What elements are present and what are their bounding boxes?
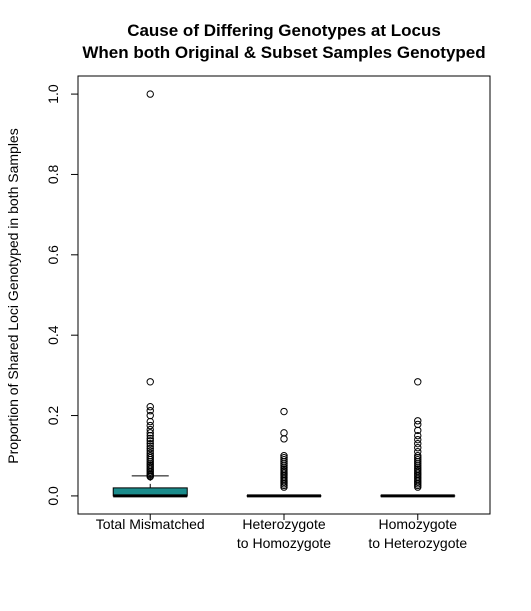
outlier-point	[146, 403, 154, 411]
outlier-point	[146, 444, 154, 453]
outlier-point	[146, 442, 154, 450]
box-group	[246, 407, 322, 498]
outlier-point	[146, 407, 154, 415]
outlier-point	[146, 439, 154, 448]
outlier-point	[146, 90, 154, 98]
y-tick-label: 0.4	[45, 325, 61, 345]
outlier-point	[414, 417, 422, 425]
y-axis: 0.0 0.2 0.4 0.6 0.8 1.0	[45, 84, 78, 506]
y-tick-label: 0.2	[45, 406, 61, 426]
x-tick-label: Homozygote	[378, 516, 457, 532]
y-tick-label: 0.8	[45, 165, 61, 185]
outlier-point	[414, 435, 422, 444]
chart-title-line-2: When both Original & Subset Samples Geno…	[82, 43, 485, 62]
outlier-point	[146, 378, 154, 386]
x-tick-label: Heterozygote	[242, 516, 325, 532]
y-tick-label: 0.0	[45, 486, 61, 506]
box-group	[380, 378, 456, 498]
outlier-point	[414, 378, 422, 386]
outlier-point	[280, 435, 288, 443]
outlier-point	[146, 429, 154, 437]
outlier-point	[414, 460, 422, 468]
outlier-point	[146, 434, 154, 443]
outlier-point	[414, 439, 422, 448]
outlier-point	[414, 431, 422, 440]
outlier-point	[146, 456, 154, 464]
x-axis-labels: Total Mismatched Heterozygote to Homozygot…	[96, 514, 467, 551]
outlier-point	[146, 431, 154, 440]
outlier-point	[146, 417, 154, 426]
outlier-point	[280, 483, 288, 491]
outlier-point	[280, 460, 288, 468]
outlier-point	[414, 483, 422, 491]
outlier-point	[414, 426, 422, 435]
y-tick-label: 0.6	[45, 245, 61, 265]
box-group	[112, 90, 188, 498]
box-series	[112, 90, 456, 498]
x-tick-label: Total Mismatched	[96, 516, 205, 532]
outlier-point	[146, 437, 154, 445]
outlier-point	[146, 472, 154, 481]
y-axis-label: Proportion of Shared Loci Genotyped in b…	[5, 128, 21, 463]
outlier-point	[280, 407, 288, 416]
y-tick-label: 1.0	[45, 84, 61, 104]
outlier-point	[414, 443, 422, 452]
outlier-point	[146, 421, 154, 430]
chart-title-line-1: Cause of Differing Genotypes at Locus	[127, 21, 441, 40]
x-tick-label: to Heterozygote	[368, 535, 467, 551]
x-tick-label: to Homozygote	[237, 535, 331, 551]
